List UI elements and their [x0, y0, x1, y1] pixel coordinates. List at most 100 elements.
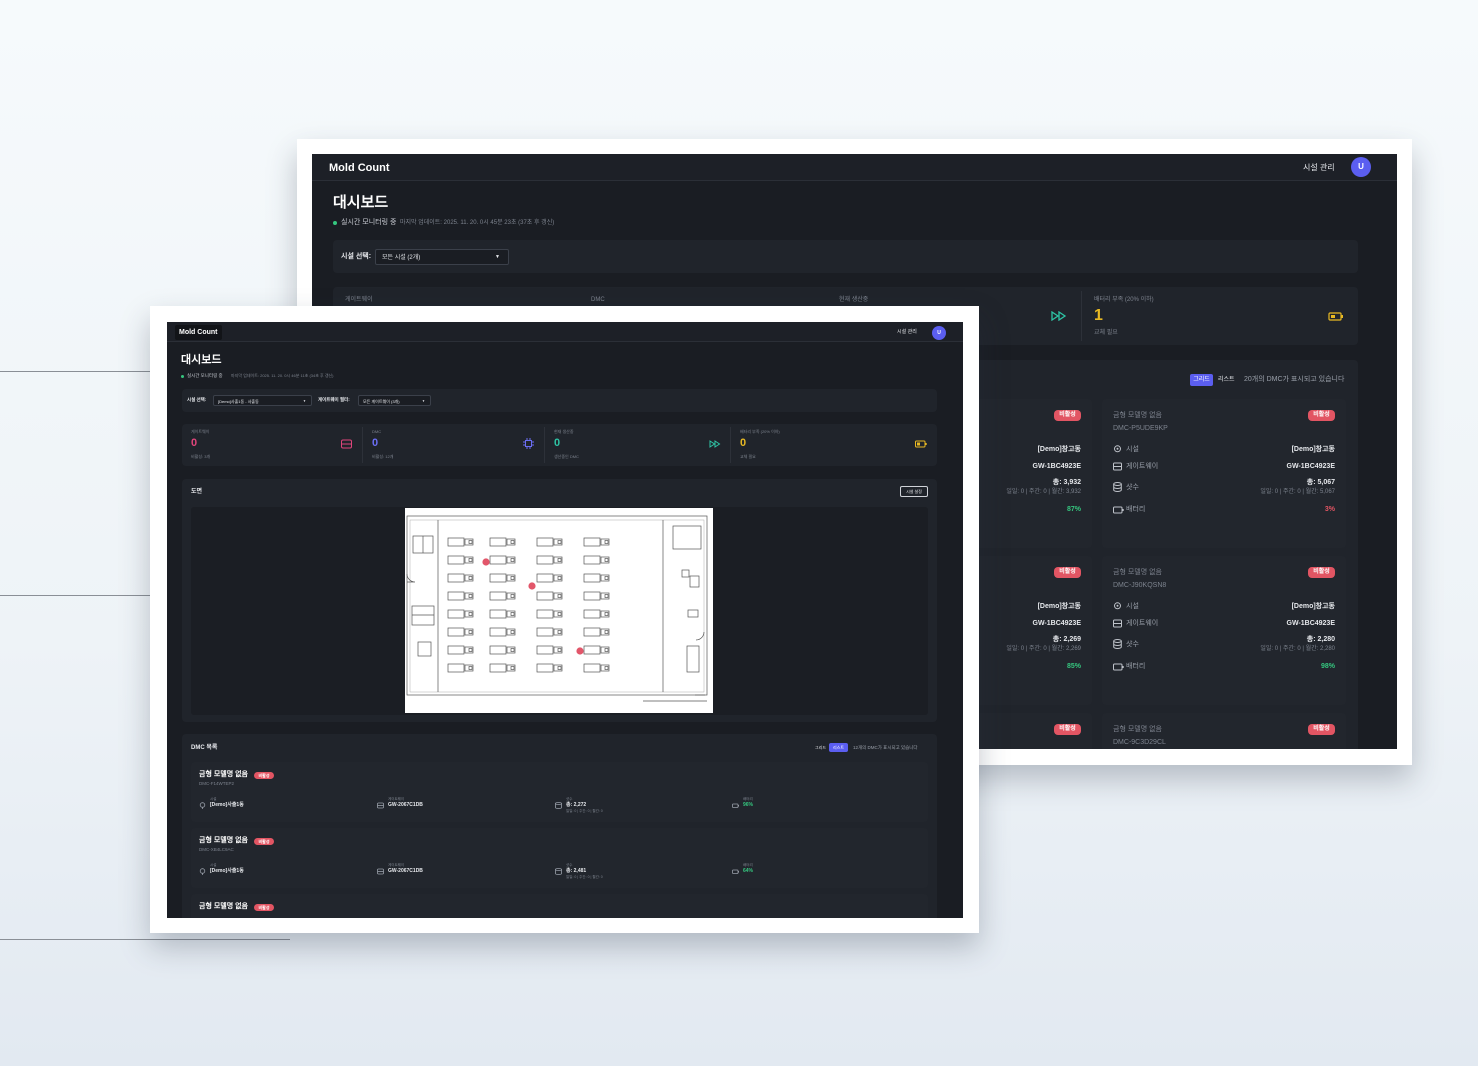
- status-badge: 비활성: [254, 904, 274, 911]
- facility-select[interactable]: [Demo]사출1동 - 사출동 ▼: [213, 395, 312, 406]
- plan-machine: [489, 555, 507, 565]
- plan-machine: [536, 573, 554, 583]
- plan-machine: [600, 538, 610, 546]
- stat-label: DMC: [591, 297, 605, 303]
- avatar[interactable]: U: [1351, 157, 1371, 177]
- plan-machine: [506, 538, 516, 546]
- divider: [362, 427, 363, 463]
- plan-machine: [600, 664, 610, 672]
- stat-sub: 교체 필요: [740, 454, 756, 459]
- view-list-toggle[interactable]: 리스트: [829, 743, 848, 752]
- plan-machine: [600, 574, 610, 582]
- gateway-icon: [341, 439, 352, 449]
- filter-panel: 시설 선택: [Demo]사출1동 - 사출동 ▼ 게이트웨이 필터: 모든 게…: [182, 389, 937, 412]
- gateway-label: 게이트웨이: [1126, 463, 1159, 470]
- battery-icon: [732, 803, 739, 808]
- plan-machine: [583, 609, 601, 619]
- dmc-list-item[interactable]: 금형 모델명 없음 비활성 DMC-F14WTEP2 시설 [Demo]사출1동 게이트웨…: [191, 762, 928, 822]
- dmc-id: DMC-J90KQSN8: [1113, 582, 1167, 589]
- plan-machine: [557, 630, 562, 634]
- facility-value: [Demo]사출1동: [210, 802, 244, 808]
- plan-machine: [536, 627, 554, 637]
- dmc-list-item[interactable]: 금형 모델명 없음 비활성: [191, 894, 928, 918]
- plan-machine: [536, 537, 554, 547]
- battery-label: 배터리: [743, 863, 753, 867]
- select-caret: ▼: [303, 399, 306, 403]
- plan-machine: [600, 628, 610, 636]
- status-text: 실시간 모니터링 중: [187, 373, 223, 378]
- brand[interactable]: Mold Count: [175, 325, 222, 340]
- filter-panel: 시설 선택: 모든 시설 (2개) ▼: [333, 240, 1358, 273]
- plan-machine: [506, 592, 516, 600]
- plan-door: [406, 573, 416, 583]
- stat-value: 0: [554, 437, 561, 449]
- dmc-card[interactable]: 금형 모델명 없음 비활성 DMC-J90KQSN8 시설 [Demo]창고동 …: [1102, 556, 1346, 705]
- shots-detail: 일일: 0 | 주간: 0 | 월간: 5,067: [1260, 489, 1335, 495]
- shots-label: 샷수: [566, 863, 573, 867]
- shots-icon: [555, 802, 562, 809]
- select-value: 모든 게이트웨이 (3개): [363, 398, 400, 404]
- plan-machine: [468, 558, 473, 562]
- stat-label: 배터리 부족 (20% 이하): [1094, 297, 1154, 303]
- plan-machine: [489, 627, 507, 637]
- facility-select[interactable]: 모든 시설 (2개) ▼: [375, 249, 509, 265]
- stat-value: 1: [1094, 307, 1103, 324]
- model-name: 금형 모델명 없음: [1113, 412, 1162, 419]
- battery-icon: [1328, 312, 1343, 321]
- plan-machine: [510, 540, 515, 544]
- plan-machine: [506, 664, 516, 672]
- status-dot: [181, 375, 184, 378]
- decor-line: [0, 595, 150, 596]
- plan-machine: [536, 609, 554, 619]
- gateway-label: 게이트웨이: [1126, 620, 1159, 627]
- shots-label: 샷수: [566, 797, 573, 801]
- plan-machine: [506, 628, 516, 636]
- section-title: 도면: [191, 489, 203, 495]
- avatar[interactable]: U: [932, 326, 946, 340]
- battery-value: 85%: [1066, 663, 1081, 670]
- view-grid-toggle[interactable]: 그리드: [815, 745, 827, 750]
- gateway-select[interactable]: 모든 게이트웨이 (3개) ▼: [358, 395, 431, 406]
- status-badge: 비활성: [1054, 410, 1081, 421]
- dmc-count: 12개의 DMC가 표시되고 있습니다: [853, 745, 918, 750]
- dmc-card[interactable]: 금형 모델명 없음 비활성 DMC-9C3D29CL: [1102, 713, 1346, 749]
- plan-machine: [506, 610, 516, 618]
- dmc-card[interactable]: 금형 모델명 없음 비활성 DMC-P5UDE9KP 시설 [Demo]창고동 …: [1102, 399, 1346, 548]
- shots-icon: [1113, 639, 1122, 649]
- nav-menu[interactable]: 시설 관리: [1303, 163, 1335, 172]
- facility-label: 시설: [1126, 603, 1139, 610]
- production-icon: [709, 440, 721, 448]
- stat-sub: 비활성: 3개: [191, 454, 211, 459]
- status-badge: 비활성: [254, 838, 274, 845]
- brand[interactable]: Mold Count: [329, 162, 390, 174]
- view-list-toggle[interactable]: 리스트: [1218, 377, 1235, 383]
- stat-sub: 비활성: 12개: [372, 454, 394, 459]
- nav-menu[interactable]: 시설 관리: [897, 329, 917, 335]
- plan-machine: [489, 591, 507, 601]
- plan-machine: [510, 630, 515, 634]
- view-grid-toggle[interactable]: 그리드: [1190, 374, 1213, 386]
- dmc-id: DMC-9C3D29CL: [1113, 739, 1166, 746]
- plan-machine: [489, 573, 507, 583]
- plan-machine: [510, 558, 515, 562]
- plan-machine: [536, 645, 554, 655]
- plan-machine: [583, 627, 601, 637]
- plan-machine: [604, 594, 609, 598]
- model-name: 금형 모델명 없음: [1113, 569, 1162, 576]
- plan-machine: [468, 630, 473, 634]
- dmc-list-item[interactable]: 금형 모델명 없음 비활성 DMC-XB4LC9AC 시설 [Demo]사출1동 게이트웨…: [191, 828, 928, 888]
- plan-fixture: [681, 569, 690, 578]
- update-time: 마지막 업데이트: 2025. 11. 20. 0시 45분 23초 (37초 …: [400, 220, 555, 226]
- floor-plan-panel: 도면 시설 설정: [182, 479, 937, 722]
- divider: [1081, 291, 1082, 341]
- plan-machine: [510, 666, 515, 670]
- shots-icon: [1113, 482, 1122, 492]
- battery-value: 64%: [743, 868, 754, 874]
- shots-label: 샷수: [1126, 641, 1139, 648]
- settings-button[interactable]: 시설 설정: [900, 486, 928, 497]
- gateway-icon: [1113, 462, 1122, 471]
- facility-value: [Demo]창고동: [1037, 603, 1081, 610]
- plan-machine: [604, 540, 609, 544]
- stat-label: DMC: [372, 429, 382, 434]
